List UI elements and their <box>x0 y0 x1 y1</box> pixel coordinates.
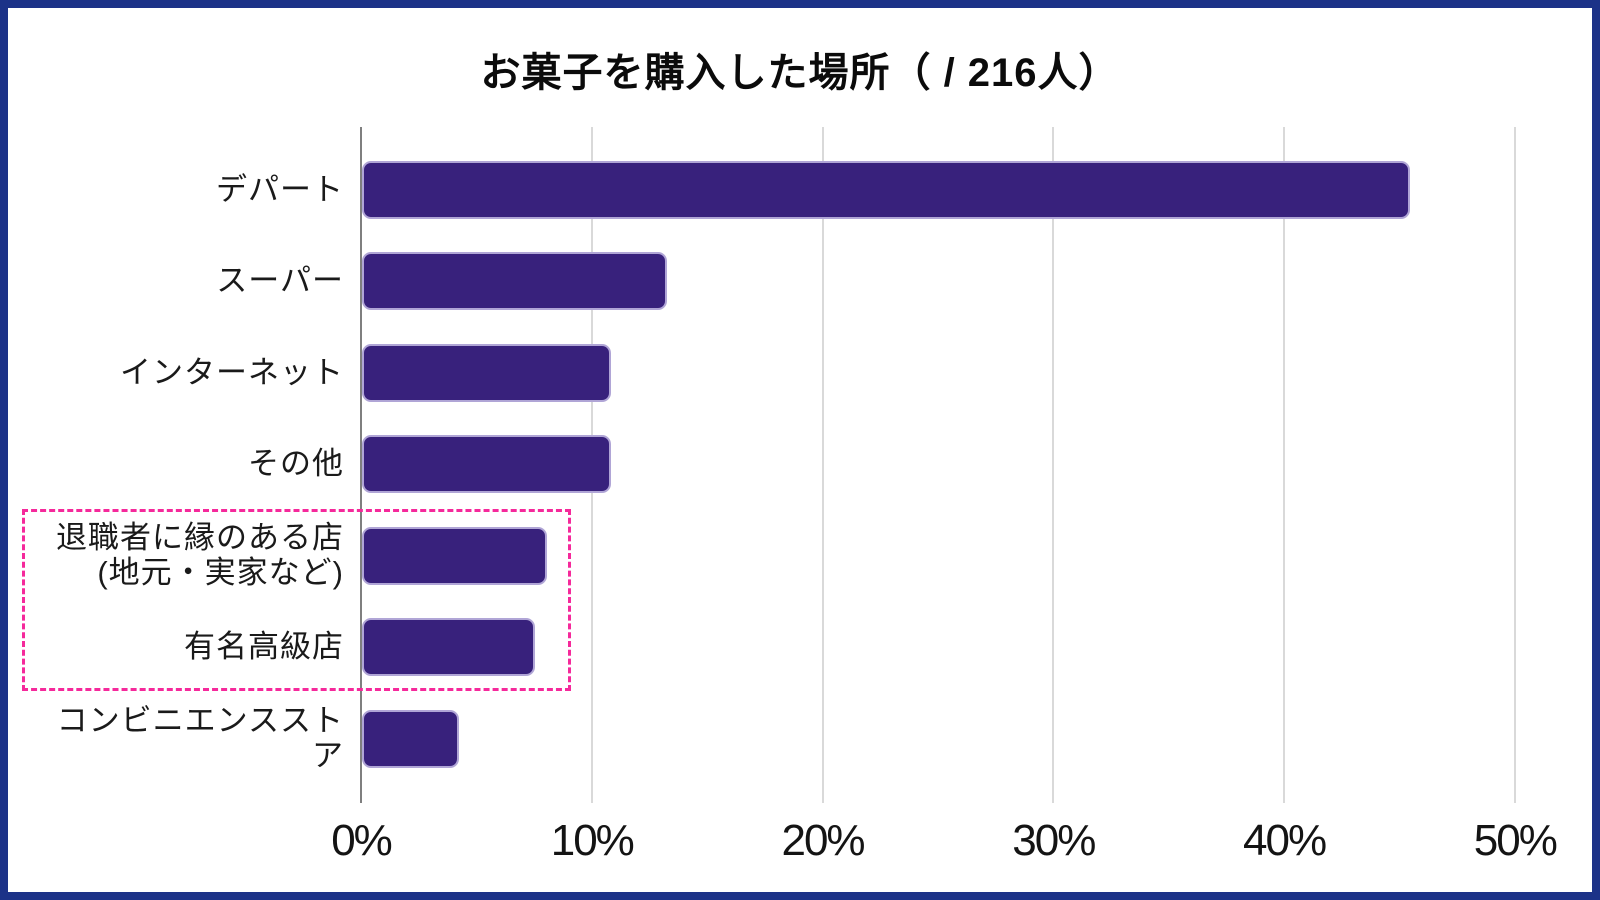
x-tick-label-0: 0% <box>331 816 393 865</box>
category-label-6-line-1: ア <box>312 738 344 774</box>
gridline-40% <box>1283 127 1286 803</box>
category-label-5: 有名高級店 <box>16 629 344 665</box>
category-label-5-line-0: 有名高級店 <box>184 629 344 665</box>
gridline-50% <box>1513 127 1516 803</box>
category-label-4: 退職者に縁のある店 (地元・実家など) <box>16 520 344 592</box>
x-tick-label-3: 30% <box>1012 816 1096 865</box>
gridline-20% <box>821 127 824 803</box>
category-label-4-line-1: (地元・実家など) <box>97 555 344 591</box>
category-label-0: デパート <box>16 172 344 208</box>
bar-2 <box>362 343 611 402</box>
y-axis-line <box>360 127 362 803</box>
category-label-0-line-0: デパート <box>216 171 344 207</box>
x-tick-label-5: 50% <box>1473 816 1558 865</box>
category-label-3-line-0: その他 <box>248 446 344 482</box>
category-label-4-line-0: 退職者に縁のある店 <box>56 519 344 555</box>
category-label-2: インターネット <box>16 355 344 391</box>
x-tick-label-2: 20% <box>781 816 865 865</box>
category-label-2-line-0: インターネット <box>120 354 344 390</box>
category-label-1-line-0: スーパー <box>216 263 344 299</box>
category-label-6: コンビニエンスストア <box>16 703 344 775</box>
category-label-3: その他 <box>16 446 344 482</box>
bar-5 <box>362 618 535 676</box>
bar-6 <box>362 709 459 768</box>
gridline-30% <box>1052 127 1055 803</box>
highlight-box <box>22 509 571 691</box>
bar-3 <box>362 435 611 493</box>
category-label-1: スーパー <box>16 263 344 299</box>
bar-1 <box>362 252 667 310</box>
x-tick-label-1: 10% <box>550 816 635 865</box>
bar-0 <box>362 160 1410 219</box>
x-tick-label-4: 40% <box>1243 816 1327 865</box>
category-label-6-line-0: コンビニエンススト <box>56 702 344 738</box>
bar-4 <box>362 526 547 585</box>
chart-title: お菓子を購入した場所（ / 216人） <box>480 51 1120 95</box>
